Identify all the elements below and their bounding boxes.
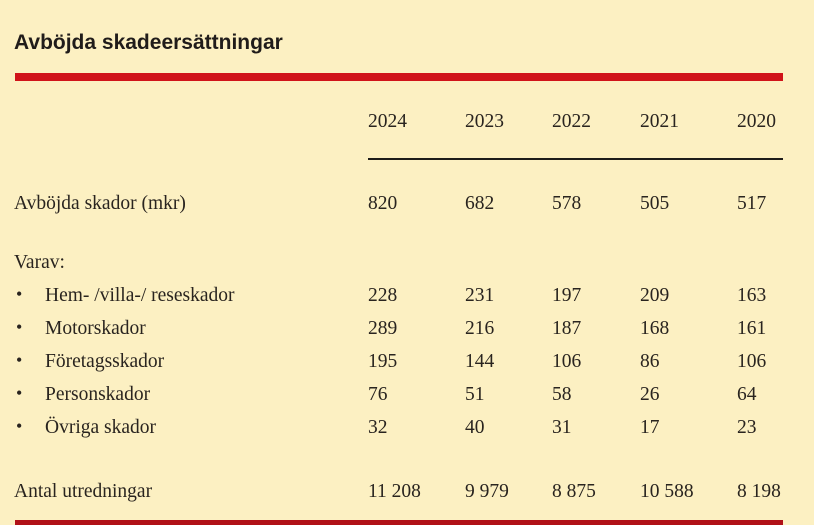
bullet-icon: • — [16, 350, 23, 370]
row-label: Varav: — [14, 252, 65, 273]
bullet-icon: • — [16, 317, 23, 337]
table-row: Antal utredningar 11 208 9 979 8 875 10 588 8… — [0, 481, 814, 507]
column-header-year: 2024 — [368, 111, 407, 132]
cell-value: 820 — [368, 193, 398, 214]
bottom-rule — [15, 520, 783, 525]
cell-value: 10 588 — [640, 481, 694, 502]
cell-value: 26 — [640, 384, 660, 405]
cell-value: 163 — [737, 285, 767, 306]
header-underline — [368, 158, 783, 160]
cell-value: 517 — [737, 193, 767, 214]
cell-value: 106 — [737, 351, 767, 372]
table-row: Avböjda skador (mkr) 820 682 578 505 517 — [0, 193, 814, 219]
cell-value: 161 — [737, 318, 767, 339]
table-row: • Övriga skador 32 40 31 17 23 — [0, 416, 814, 443]
cell-value: 58 — [552, 384, 572, 405]
cell-value: 228 — [368, 285, 398, 306]
cell-value: 187 — [552, 318, 582, 339]
row-label: Övriga skador — [45, 417, 157, 438]
cell-value: 8 198 — [737, 481, 781, 502]
row-label: Antal utredningar — [14, 481, 153, 502]
cell-value: 289 — [368, 318, 398, 339]
cell-value: 11 208 — [368, 481, 421, 502]
cell-value: 106 — [552, 351, 582, 372]
cell-value: 9 979 — [465, 481, 509, 502]
cell-value: 216 — [465, 318, 495, 339]
row-label: Hem- /villa-/ reseskador — [45, 285, 235, 306]
cell-value: 195 — [368, 351, 398, 372]
table-row: • Personskador 76 51 58 26 64 — [0, 383, 814, 410]
cell-value: 231 — [465, 285, 495, 306]
cell-value: 17 — [640, 417, 660, 438]
table-row: • Motorskador 289 216 187 168 161 — [0, 317, 814, 344]
column-header-year: 2021 — [640, 111, 679, 132]
cell-value: 51 — [465, 384, 485, 405]
page-title: Avböjda skadeersättningar — [14, 31, 283, 54]
cell-value: 8 875 — [552, 481, 596, 502]
bullet-icon: • — [16, 416, 23, 436]
column-header-year: 2020 — [737, 111, 776, 132]
title-rule — [15, 73, 783, 81]
cell-value: 197 — [552, 285, 582, 306]
cell-value: 168 — [640, 318, 670, 339]
cell-value: 32 — [368, 417, 388, 438]
cell-value: 505 — [640, 193, 670, 214]
row-label: Företagsskador — [45, 351, 165, 372]
column-header-year: 2022 — [552, 111, 591, 132]
cell-value: 209 — [640, 285, 670, 306]
table-row: • Hem- /villa-/ reseskador 228 231 197 209 163 — [0, 284, 814, 311]
cell-value: 76 — [368, 384, 388, 405]
table-header-row: 2024 2023 2022 2021 2020 — [0, 111, 814, 137]
cell-value: 64 — [737, 384, 757, 405]
row-label: Personskador — [45, 384, 151, 405]
table-row: Varav: — [0, 252, 814, 278]
row-label: Motorskador — [45, 318, 146, 339]
cell-value: 40 — [465, 417, 485, 438]
bullet-icon: • — [16, 284, 23, 304]
column-header-year: 2023 — [465, 111, 504, 132]
cell-value: 682 — [465, 193, 495, 214]
bullet-icon: • — [16, 383, 23, 403]
table-row: • Företagsskador 195 144 106 86 106 — [0, 350, 814, 377]
cell-value: 144 — [465, 351, 495, 372]
row-label: Avböjda skador (mkr) — [14, 193, 186, 214]
cell-value: 31 — [552, 417, 572, 438]
cell-value: 578 — [552, 193, 582, 214]
cell-value: 23 — [737, 417, 757, 438]
cell-value: 86 — [640, 351, 660, 372]
